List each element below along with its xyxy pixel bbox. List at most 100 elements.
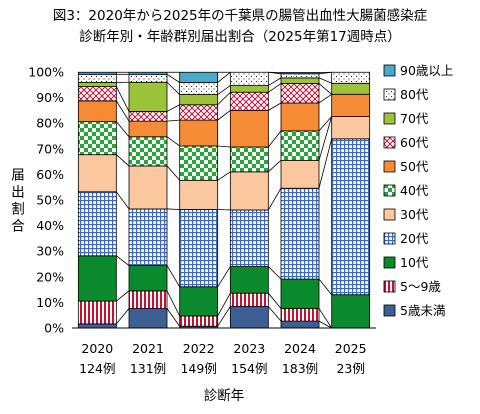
legend-swatch	[383, 112, 396, 125]
x-axis-labels: 2020 124例 2021 131例 2022 149例 2023 154例 2024 183例…	[79, 341, 366, 376]
y-tick-label: 90%	[36, 90, 64, 105]
bar-segment	[128, 111, 168, 122]
bar-segment	[77, 154, 117, 193]
bar-segment	[280, 130, 320, 161]
bar-segment	[77, 71, 117, 75]
bar-segment	[280, 102, 320, 132]
legend-label: 40代	[400, 183, 429, 198]
bar-segment	[128, 165, 168, 210]
bar-segment	[179, 286, 219, 317]
connector-line	[217, 306, 231, 327]
bar-segment	[77, 300, 117, 325]
x-tick-label: 2024	[284, 341, 316, 356]
bar-segment	[77, 323, 117, 329]
connector-line	[166, 308, 180, 327]
bar-segment	[128, 208, 168, 266]
connector-line	[268, 160, 282, 173]
connector-line	[166, 81, 180, 95]
bar-segment	[128, 81, 168, 112]
connector-line	[318, 308, 333, 329]
bar-segment	[128, 71, 168, 75]
connector-line	[116, 191, 130, 210]
bar-segment	[331, 82, 371, 95]
x-tick-count: 131例	[130, 361, 166, 376]
x-tick-count: 149例	[180, 361, 216, 376]
bar-segment	[280, 187, 320, 280]
connector-line	[267, 188, 282, 211]
bar-segment	[229, 110, 269, 148]
connector-line	[318, 83, 332, 95]
bar-segment	[179, 119, 219, 147]
bar-segment	[179, 179, 219, 210]
bar-segment	[280, 159, 320, 189]
bar-segment	[229, 292, 269, 307]
y-axis-title: 届出割合	[11, 168, 25, 235]
bar-segment	[128, 265, 168, 292]
bar-segment	[128, 120, 168, 138]
legend-label: 10代	[400, 255, 429, 270]
y-tick-label: 30%	[36, 244, 64, 259]
legend-label: 60代	[400, 135, 429, 150]
y-tick-label: 100%	[28, 65, 64, 80]
y-tick-label: 60%	[36, 167, 64, 182]
x-tick-count: 154例	[231, 361, 267, 376]
bar-segment	[331, 294, 371, 329]
bar-segment	[331, 138, 371, 296]
legend-swatch	[383, 256, 396, 269]
y-tick-label: 70%	[36, 141, 64, 156]
bar-segment	[229, 171, 269, 211]
legend-label: 90歳以上	[400, 63, 453, 78]
bar-segment	[179, 209, 219, 288]
connector-line	[217, 292, 231, 317]
connector-line	[217, 209, 231, 211]
connector-line	[268, 102, 282, 111]
connector-line	[116, 308, 130, 325]
legend-swatch	[383, 64, 396, 77]
connector-lines	[115, 71, 333, 329]
y-tick-label: 40%	[36, 218, 64, 233]
connector-line	[318, 278, 332, 295]
bar-segment	[128, 290, 168, 309]
bar-segment	[77, 86, 117, 102]
connector-line	[166, 104, 180, 112]
bar-segment	[280, 73, 320, 79]
x-tick-label: 2021	[132, 341, 164, 356]
bar-segment	[331, 116, 371, 140]
bar-segment	[331, 71, 371, 84]
connector-line	[166, 208, 180, 210]
x-tick-label: 2023	[233, 341, 265, 356]
x-tick-label: 2022	[183, 341, 215, 356]
connector-line	[268, 266, 282, 280]
connector-line	[217, 110, 231, 121]
legend-label: 50代	[400, 159, 429, 174]
x-tick-label: 2020	[81, 341, 113, 356]
bar-segment	[179, 71, 219, 83]
connector-line	[268, 83, 282, 93]
connector-line	[115, 100, 130, 122]
connector-line	[318, 116, 333, 161]
legend-swatch	[383, 160, 396, 173]
bar-segment	[77, 121, 117, 156]
bar-segment	[229, 91, 269, 111]
connector-line	[116, 255, 130, 266]
legend-swatch	[383, 208, 396, 221]
connector-line	[115, 86, 130, 112]
legend-label: 70代	[400, 111, 429, 126]
bar-segment	[229, 146, 269, 173]
connector-line	[217, 266, 231, 287]
connector-line	[166, 290, 181, 317]
legend-swatch	[383, 280, 396, 293]
bar-segment	[77, 100, 117, 123]
y-tick-label: 80%	[36, 116, 64, 131]
connector-line	[116, 154, 130, 167]
bar-segment	[229, 71, 269, 86]
legend-label: 80代	[400, 87, 429, 102]
connector-line	[116, 290, 130, 302]
bar-segment	[280, 72, 320, 75]
y-axis-title-char: 届	[11, 168, 25, 184]
connector-line	[268, 77, 282, 86]
bar-segment	[77, 255, 117, 302]
legend-swatch	[383, 136, 396, 149]
legend-swatch	[383, 232, 396, 245]
